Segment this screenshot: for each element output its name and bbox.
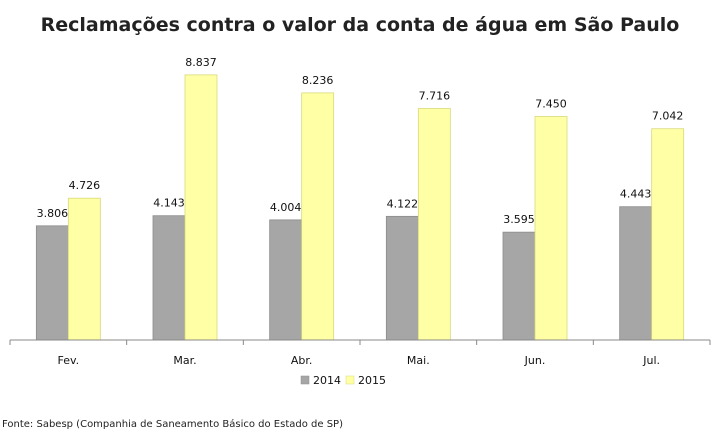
data-label-2015-fev: 4.726 [69,179,101,192]
data-label-2015-mar: 8.837 [185,56,217,69]
bar-2015-abr [301,92,335,341]
x-tick-label-mar: Mar. [173,354,196,367]
x-ticks-layer [9,340,711,345]
data-label-2014-jun: 3.595 [503,213,535,226]
bar-2014-mai [385,215,419,341]
legend-swatch-2014 [300,375,310,385]
chart-title: Reclamações contra o valor da conta de á… [41,14,680,36]
data-label-2015-jun: 7.450 [535,98,567,111]
source-note: Fonte: Sabesp (Companhia de Saneamento B… [2,418,343,430]
bar-2015-mar [184,74,218,341]
bar-2014-fev [35,225,69,341]
bar-2014-abr [269,219,303,341]
x-tick-label-fev: Fev. [58,354,80,367]
bar-2015-jul [651,128,685,341]
legend-label-2015: 2015 [358,374,386,387]
bar-2015-mai [417,108,451,341]
x-tick-label-jun: Jun. [524,354,546,367]
x-tick-label-mai: Mai. [407,354,430,367]
legend: 2014 2015 [300,374,386,387]
data-label-2015-jul: 7.042 [652,110,684,123]
x-tick-label-jul: Jul. [642,354,660,367]
data-label-2014-abr: 4.004 [270,201,302,214]
data-label-2014-mai: 4.122 [387,197,419,210]
x-tick-labels-layer: Fev. Mar. Abr. Mai. Jun. Jul. [58,354,661,367]
bar-2015-fev [67,197,101,341]
legend-label-2014: 2014 [313,374,341,387]
bar-labels-layer: 3.806 4.726 4.143 8.837 4.004 8.236 4.122 7.716… [37,56,684,226]
bar-2014-jul [619,206,653,341]
bar-2014-mar [152,215,186,341]
data-label-2014-jul: 4.443 [620,188,652,201]
data-label-2014-mar: 4.143 [153,197,185,210]
bar-2015-jun [534,116,568,341]
data-label-2015-abr: 8.236 [302,74,334,87]
data-label-2014-fev: 3.806 [37,207,69,220]
bars-layer [35,74,685,341]
legend-swatch-2015 [345,375,355,385]
data-label-2015-mai: 7.716 [419,90,451,103]
bar-2014-jun [502,231,536,341]
x-tick-label-abr: Abr. [291,354,313,367]
